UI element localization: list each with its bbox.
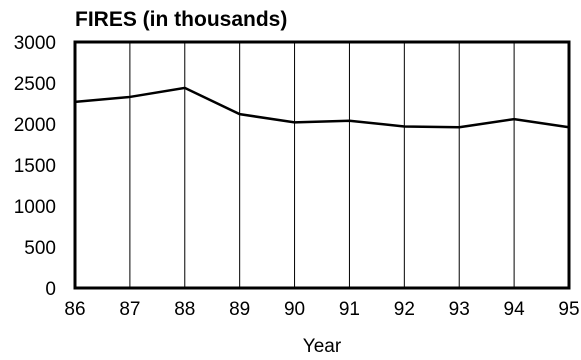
y-tick-label: 3000 [14,33,56,54]
y-tick-label: 2000 [14,115,56,136]
chart-title: FIRES (in thousands) [75,8,287,31]
x-tick-label: 91 [339,299,360,320]
x-tick-label: 89 [229,299,250,320]
x-tick-label: 94 [504,299,526,320]
x-tick-label: 92 [394,299,415,320]
vertical-gridlines [129,42,515,288]
y-tick-label: 2500 [14,74,56,95]
x-tick-label: 95 [558,299,579,320]
x-tick-labels: 86 87 88 89 90 91 92 93 94 95 [64,299,579,320]
plot-frame [73,40,571,290]
x-tick-label: 86 [64,299,85,320]
x-axis-title: Year [303,336,342,357]
y-tick-label: 0 [45,279,56,300]
x-tick-label: 90 [284,299,305,320]
x-tick-label: 93 [449,299,470,320]
y-tick-labels: 0 500 1000 1500 2000 2500 3000 [14,33,56,300]
y-tick-label: 1500 [14,156,56,177]
series-layer [74,86,570,129]
x-tick-label: 88 [174,299,195,320]
y-tick-label: 500 [24,238,56,259]
series-line-0 [74,86,570,129]
y-tick-label: 1000 [14,197,56,218]
x-tick-label: 87 [119,299,140,320]
